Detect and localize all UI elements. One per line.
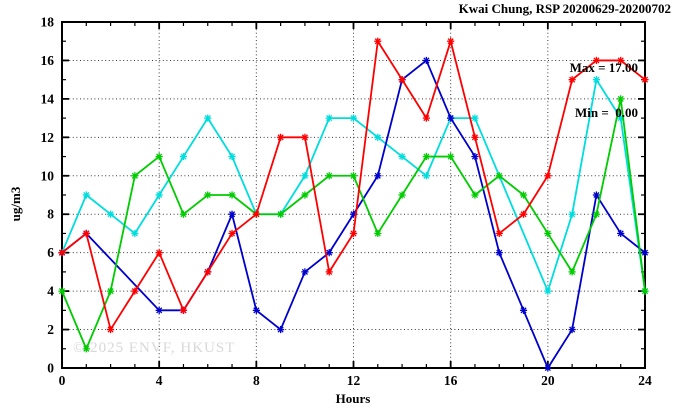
svg-text:6: 6 [47,245,54,260]
svg-text:8: 8 [47,207,54,222]
maxmin-annotation: Max = 17.00 Min = 0.00 [570,30,638,150]
x-axis-label: Hours [335,391,371,406]
svg-text:24: 24 [638,373,652,388]
min-annotation: Min = 0.00 [574,105,638,120]
series-red-markers [58,37,649,334]
svg-text:8: 8 [253,373,260,388]
svg-text:18: 18 [41,15,55,30]
series-green-markers [58,95,649,353]
svg-text:20: 20 [541,373,555,388]
chart-title: Kwai Chung, RSP 20200629-20200702 [458,1,671,16]
svg-text:12: 12 [347,373,361,388]
svg-text:14: 14 [41,91,55,106]
svg-text:2: 2 [47,322,54,337]
y-axis-label: ug/m3 [8,186,23,222]
svg-text:16: 16 [444,373,458,388]
series-cyan-line [61,77,646,294]
x-tick-labels: 0 4 8 12 16 20 24 [59,373,652,388]
gridlines [62,22,645,368]
svg-text:0: 0 [59,373,66,388]
watermark: © 2025 ENVF, HKUST [73,340,236,356]
svg-text:4: 4 [156,373,163,388]
svg-text:0: 0 [47,361,54,376]
svg-text:12: 12 [41,130,55,145]
series-cyan [61,77,646,294]
series-red [61,37,646,332]
series-red-line [61,37,646,332]
svg-text:4: 4 [47,284,54,299]
svg-text:16: 16 [41,53,55,68]
svg-text:10: 10 [41,168,55,183]
max-annotation: Max = 17.00 [569,60,638,75]
y-tick-labels: 0 2 4 6 8 10 12 14 16 18 [41,15,55,376]
